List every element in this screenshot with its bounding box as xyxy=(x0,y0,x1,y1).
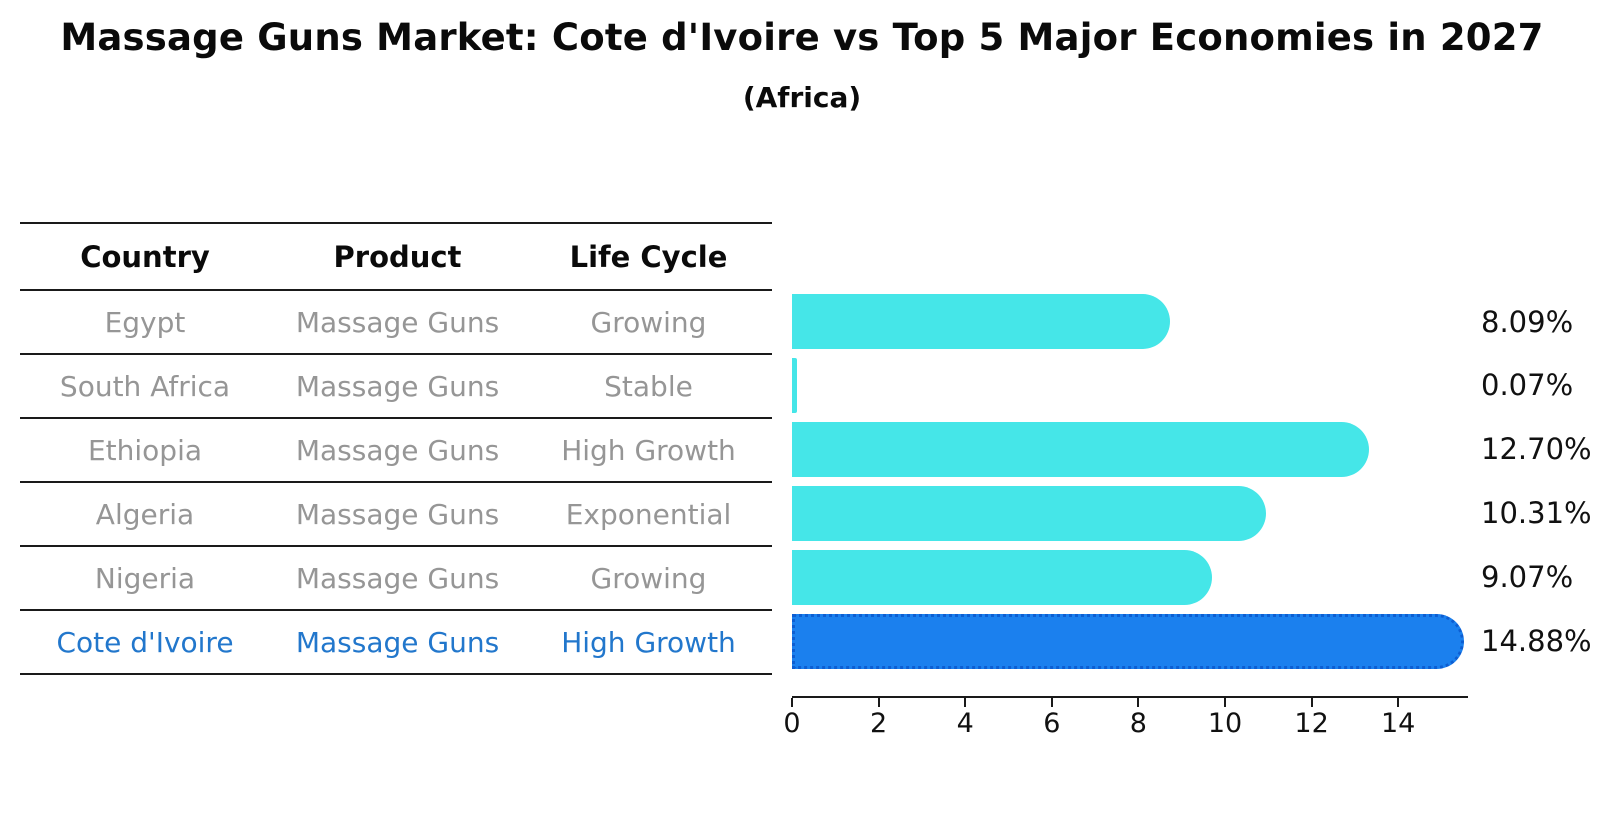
table-row: South Africa Massage Guns Stable xyxy=(20,355,772,419)
cell-life-cycle: High Growth xyxy=(561,433,736,467)
cell-country: Algeria xyxy=(95,497,195,531)
cell-life-cycle: Growing xyxy=(590,561,707,595)
cell-product: Massage Guns xyxy=(295,305,500,339)
chart-subtitle: (Africa) xyxy=(742,81,862,114)
cell-country: Egypt xyxy=(104,305,186,339)
bar-value-label: 8.09% xyxy=(1481,304,1574,339)
cell-country: Nigeria xyxy=(94,561,196,595)
bar-egypt xyxy=(792,294,1170,349)
cell-product: Massage Guns xyxy=(295,497,500,531)
table-header-row: Country Product Life Cycle xyxy=(20,222,772,291)
table-row: Algeria Massage Guns Exponential xyxy=(20,483,772,547)
x-axis-tick-label: 6 xyxy=(1043,708,1061,739)
cell-life-cycle: Growing xyxy=(590,305,707,339)
column-header-life-cycle: Life Cycle xyxy=(569,239,728,274)
cell-country: South Africa xyxy=(59,369,231,403)
x-axis-tick xyxy=(964,698,967,707)
x-axis-tick-label: 14 xyxy=(1381,708,1416,739)
x-axis-tick-label: 8 xyxy=(1129,708,1147,739)
cell-product: Massage Guns xyxy=(295,433,500,467)
bar-value-label: 12.70% xyxy=(1481,432,1592,467)
x-axis-tick-label: 0 xyxy=(783,708,801,739)
bar-south-africa xyxy=(792,357,798,413)
bar-value-label: 0.07% xyxy=(1481,368,1574,403)
cell-product: Massage Guns xyxy=(295,561,500,595)
bar-value-label: 9.07% xyxy=(1481,560,1574,595)
cell-country: Ethiopia xyxy=(87,433,203,467)
cell-country: Cote d'Ivoire xyxy=(56,625,234,659)
bar-value-label: 14.88% xyxy=(1481,624,1592,658)
bar-algeria xyxy=(792,485,1266,541)
comparison-table: Country Product Life Cycle Egypt Massage … xyxy=(20,222,772,675)
table-row: Ethiopia Massage Guns High Growth xyxy=(20,419,772,483)
x-axis-tick-label: 12 xyxy=(1294,708,1329,739)
table-row: Egypt Massage Guns Growing xyxy=(20,291,772,355)
bar-value-label: 10.31% xyxy=(1481,496,1592,531)
x-axis-tick xyxy=(877,698,880,707)
chart-title: Massage Guns Market: Cote d'Ivoire vs To… xyxy=(60,16,1544,59)
table-row: Cote d'Ivoire Massage Guns High Growth xyxy=(20,611,772,675)
x-axis-tick xyxy=(1137,698,1140,707)
cell-life-cycle: Stable xyxy=(604,369,693,403)
x-axis-tick-label: 10 xyxy=(1207,708,1243,739)
column-header-country: Country xyxy=(80,239,210,274)
x-axis-tick-label: 4 xyxy=(956,708,974,739)
x-axis-tick xyxy=(791,698,793,707)
cell-life-cycle: Exponential xyxy=(565,497,732,531)
bar-ethiopia xyxy=(792,421,1370,477)
bar-nigeria xyxy=(792,549,1213,605)
x-axis-tick xyxy=(1397,698,1400,707)
cell-product: Massage Guns xyxy=(295,369,500,403)
bar-cote-d-ivoire xyxy=(792,613,1464,669)
x-axis-tick xyxy=(1310,698,1313,707)
x-axis-line xyxy=(792,696,1468,698)
column-header-product: Product xyxy=(333,239,462,274)
x-axis-tick xyxy=(1224,698,1226,707)
table-row: Nigeria Massage Guns Growing xyxy=(20,547,772,611)
table-body: Egypt Massage Guns Growing South Africa Mass… xyxy=(20,291,772,675)
x-axis-tick xyxy=(1050,698,1053,707)
cell-life-cycle: High Growth xyxy=(561,625,736,659)
cell-product: Massage Guns xyxy=(295,625,500,659)
x-axis-tick-label: 2 xyxy=(870,708,888,739)
